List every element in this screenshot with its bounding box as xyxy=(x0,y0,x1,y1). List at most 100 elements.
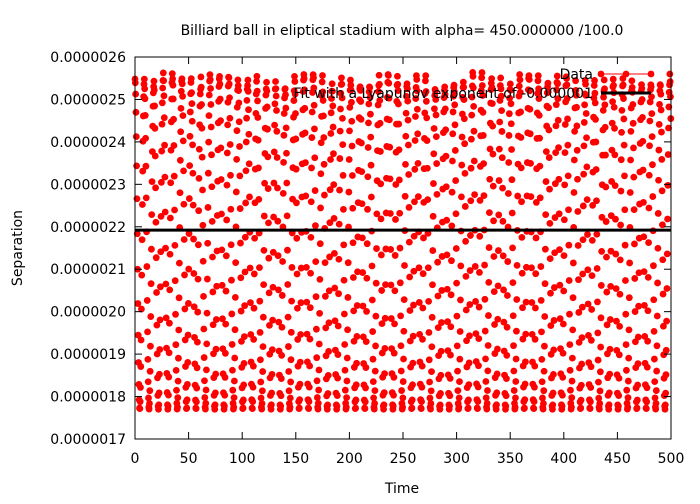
data-point xyxy=(159,84,167,92)
data-point xyxy=(183,404,191,412)
data-point xyxy=(464,404,472,412)
data-point xyxy=(489,182,497,190)
data-point xyxy=(418,362,426,370)
data-point xyxy=(559,373,567,381)
data-point xyxy=(452,177,460,184)
data-point xyxy=(195,207,203,215)
data-point xyxy=(371,387,379,395)
data-point xyxy=(209,253,216,261)
data-point xyxy=(285,368,293,375)
data-point xyxy=(583,134,590,142)
data-point xyxy=(661,401,669,409)
data-point xyxy=(495,177,503,184)
data-point xyxy=(171,241,179,249)
data-point xyxy=(208,183,216,191)
data-point xyxy=(500,286,507,294)
data-point xyxy=(359,302,367,310)
data-point xyxy=(142,194,150,202)
data-point xyxy=(369,378,377,386)
data-point xyxy=(162,280,170,288)
data-point xyxy=(467,164,475,172)
data-point xyxy=(437,371,445,379)
legend: Data Fit with a Lyapunov exponent of -0.… xyxy=(293,67,655,102)
legend-label-data: Data xyxy=(560,67,593,83)
y-tick-label: 0.0000017 xyxy=(50,432,126,448)
data-point xyxy=(146,387,154,395)
data-point xyxy=(603,321,611,329)
data-point xyxy=(302,159,309,166)
data-point xyxy=(234,76,242,84)
data-point xyxy=(391,287,399,295)
data-point xyxy=(132,90,140,98)
data-point xyxy=(412,95,420,102)
data-point xyxy=(325,348,332,355)
data-point xyxy=(376,97,384,104)
data-point xyxy=(134,300,142,307)
data-point xyxy=(349,274,357,281)
data-point xyxy=(521,396,529,404)
data-point xyxy=(532,199,540,206)
data-point xyxy=(534,72,542,80)
data-point xyxy=(541,245,549,253)
data-point xyxy=(460,83,468,91)
data-point xyxy=(653,342,661,350)
data-point xyxy=(411,137,419,144)
y-tick-label: 0.0000022 xyxy=(50,220,126,236)
data-point xyxy=(561,149,569,157)
data-point xyxy=(264,153,272,161)
data-point xyxy=(650,262,657,270)
data-point xyxy=(288,297,296,305)
data-point xyxy=(278,351,286,359)
data-point xyxy=(462,306,470,314)
data-point xyxy=(658,187,666,195)
data-point xyxy=(317,139,325,147)
data-point xyxy=(486,209,493,217)
y-tick-label: 0.0000019 xyxy=(50,347,126,363)
data-point xyxy=(609,98,616,106)
data-point xyxy=(559,320,567,328)
data-point xyxy=(344,259,352,267)
data-point xyxy=(587,336,595,344)
data-point xyxy=(434,258,442,266)
data-point xyxy=(396,279,404,287)
data-point xyxy=(136,405,144,413)
data-point xyxy=(335,290,342,298)
data-point xyxy=(352,404,360,412)
data-point xyxy=(600,76,608,84)
data-point xyxy=(403,80,411,88)
data-point xyxy=(552,149,560,157)
data-point xyxy=(573,103,580,111)
data-point xyxy=(258,405,266,413)
data-point xyxy=(412,113,419,120)
data-point xyxy=(242,199,250,207)
data-point xyxy=(499,184,506,192)
data-point xyxy=(246,193,253,201)
data-point xyxy=(455,403,463,411)
data-point xyxy=(227,171,234,179)
data-point xyxy=(334,351,342,358)
data-point xyxy=(185,195,193,202)
data-point xyxy=(278,292,286,299)
data-point xyxy=(177,104,185,112)
data-point xyxy=(535,95,543,103)
data-point xyxy=(189,141,196,149)
data-point xyxy=(664,181,672,189)
data-point xyxy=(218,210,225,218)
data-point xyxy=(654,279,661,287)
data-point xyxy=(362,364,370,371)
data-point xyxy=(168,70,176,78)
legend-sample-point xyxy=(647,70,655,78)
data-point xyxy=(640,268,648,276)
data-point xyxy=(178,80,186,88)
data-point xyxy=(369,328,377,335)
data-point xyxy=(357,98,365,105)
data-point xyxy=(138,305,145,313)
data-point xyxy=(657,82,664,89)
data-point xyxy=(497,74,505,82)
data-point xyxy=(302,192,310,200)
data-point xyxy=(208,151,215,159)
data-point xyxy=(663,317,670,325)
data-point xyxy=(194,241,202,249)
data-point xyxy=(344,294,352,301)
data-point xyxy=(313,394,321,401)
